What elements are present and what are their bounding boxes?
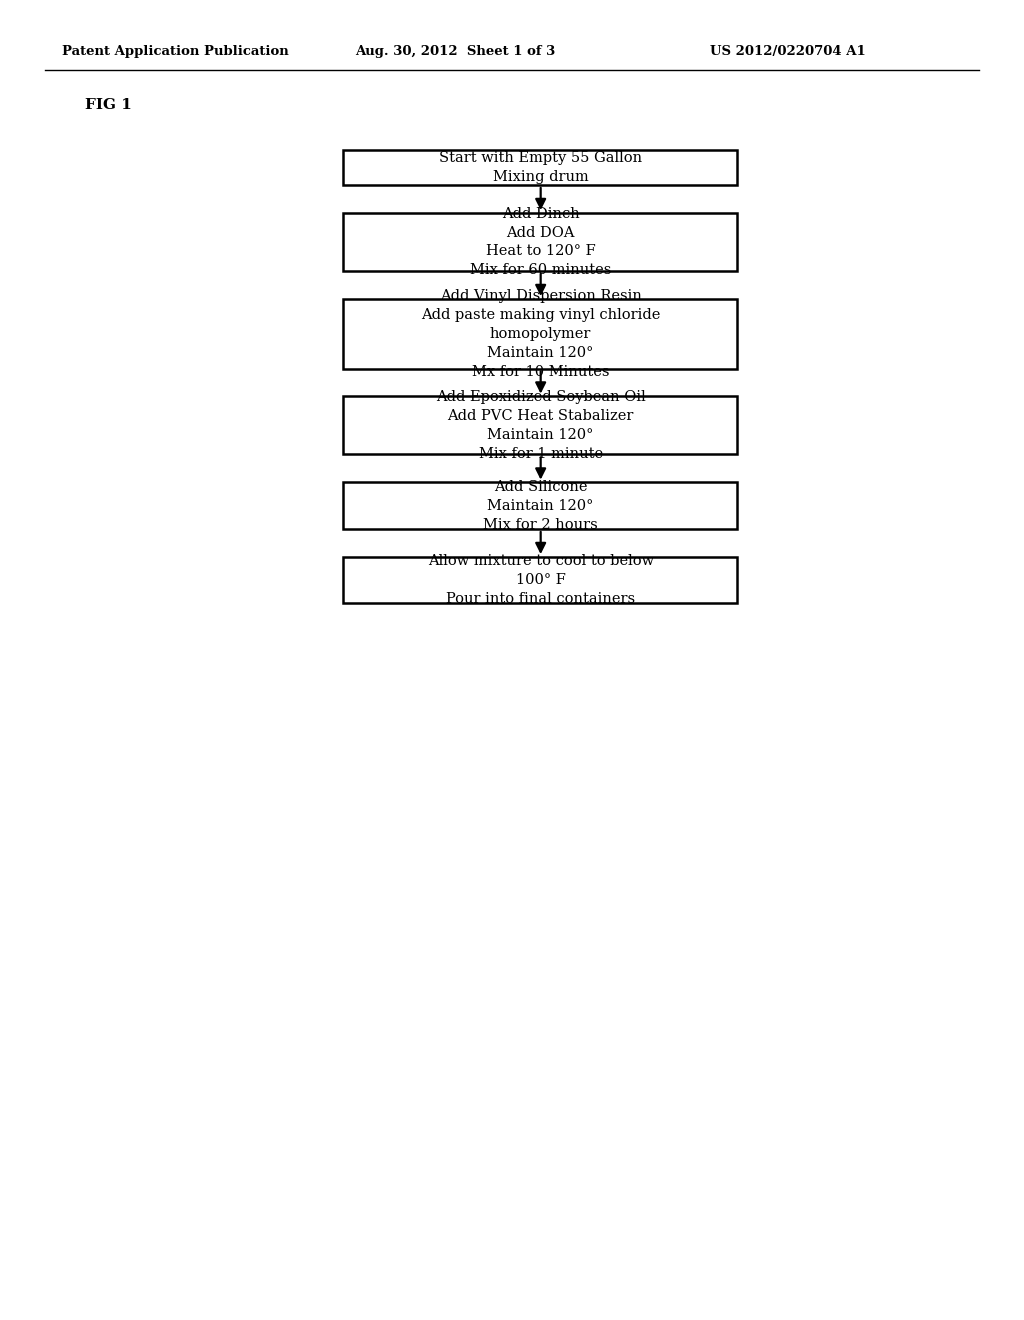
Text: FIG 1: FIG 1 xyxy=(85,98,132,112)
Bar xyxy=(343,483,737,529)
Text: Add Epoxidized Soybean Oil
Add PVC Heat Stabalizer
Maintain 120°
Mix for 1 minut: Add Epoxidized Soybean Oil Add PVC Heat … xyxy=(436,391,645,461)
Text: Add Silicone
Maintain 120°
Mix for 2 hours: Add Silicone Maintain 120° Mix for 2 hou… xyxy=(483,479,598,532)
Text: US 2012/0220704 A1: US 2012/0220704 A1 xyxy=(710,45,865,58)
Bar xyxy=(343,150,737,185)
Text: Patent Application Publication: Patent Application Publication xyxy=(62,45,289,58)
Bar xyxy=(343,213,737,271)
Text: Allow mixture to cool to below
100° F
Pour into final containers: Allow mixture to cool to below 100° F Po… xyxy=(428,554,653,606)
Text: Add Vinyl Dispersion Resin
Add paste making vinyl chloride
homopolymer
Maintain : Add Vinyl Dispersion Resin Add paste mak… xyxy=(421,289,660,379)
Text: Add Dinch
Add DOA
Heat to 120° F
Mix for 60 minutes: Add Dinch Add DOA Heat to 120° F Mix for… xyxy=(470,206,611,277)
Bar xyxy=(343,300,737,368)
Bar xyxy=(343,557,737,603)
Text: Start with Empty 55 Gallon
Mixing drum: Start with Empty 55 Gallon Mixing drum xyxy=(439,150,642,183)
Bar xyxy=(343,396,737,454)
Text: Aug. 30, 2012  Sheet 1 of 3: Aug. 30, 2012 Sheet 1 of 3 xyxy=(355,45,555,58)
